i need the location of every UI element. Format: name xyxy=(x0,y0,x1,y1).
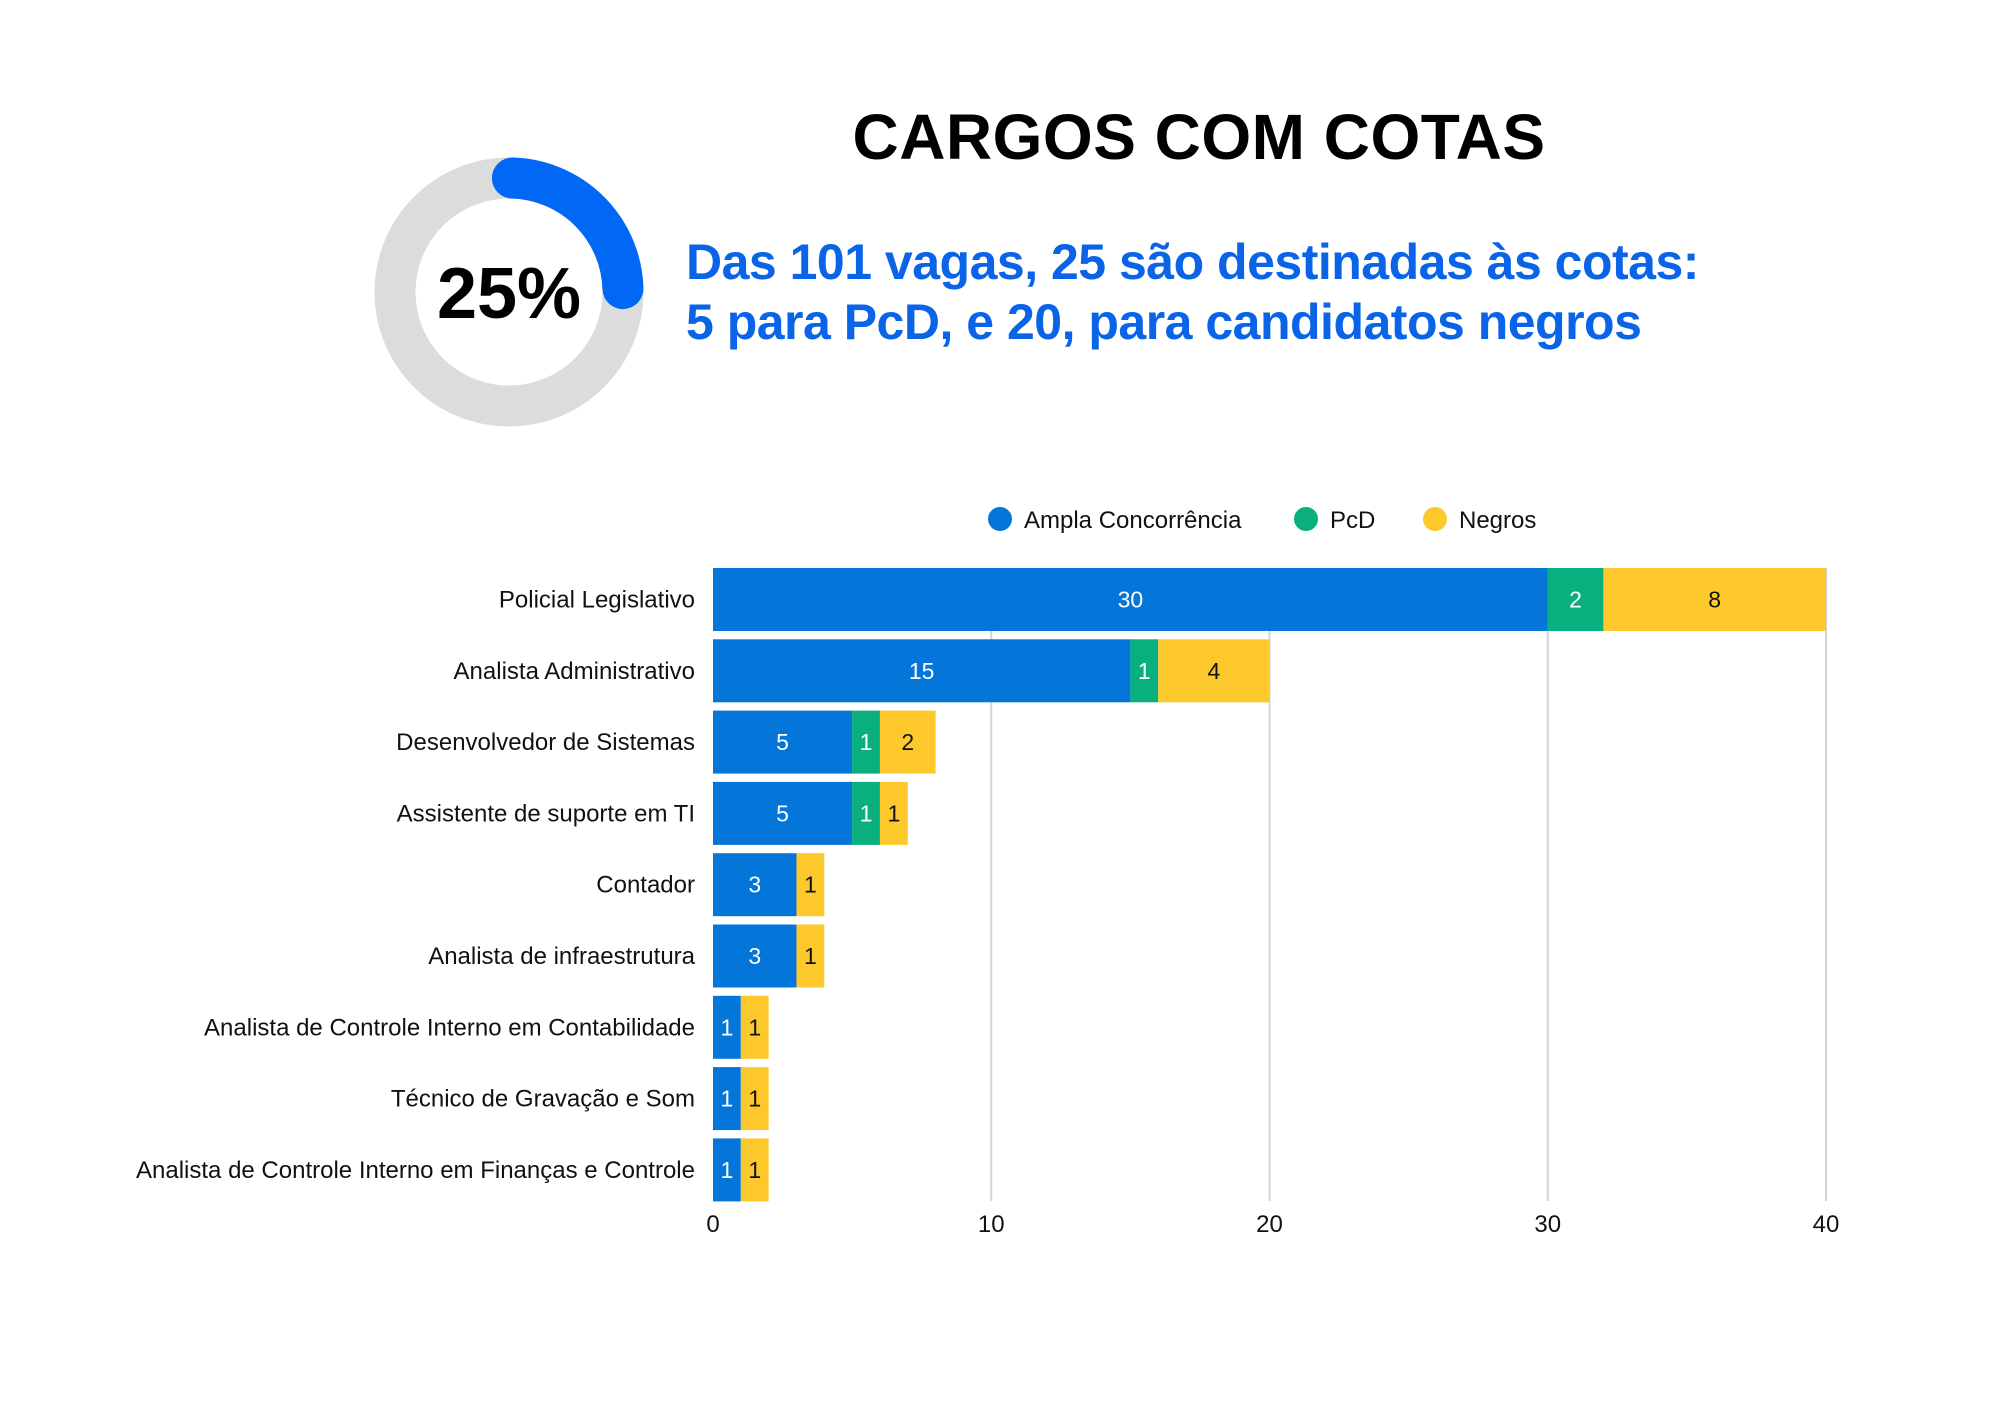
legend-marker-2 xyxy=(1423,507,1447,531)
legend-marker-0 xyxy=(988,507,1012,531)
data-label: 1 xyxy=(748,1157,761,1183)
bar-segment xyxy=(713,710,853,774)
data-label: 8 xyxy=(1708,587,1721,613)
category-label: Contador xyxy=(596,872,695,899)
x-tick-label: 20 xyxy=(1256,1211,1283,1238)
data-label: 2 xyxy=(1569,587,1582,613)
subtitle-line-1: Das 101 vagas, 25 são destinadas às cota… xyxy=(686,234,1699,290)
data-label: 3 xyxy=(748,943,761,969)
bar-segment xyxy=(1547,568,1604,631)
data-label: 1 xyxy=(721,1157,734,1183)
bar-segment xyxy=(879,710,936,774)
bar-segment xyxy=(740,1067,769,1131)
data-label: 1 xyxy=(721,1086,734,1112)
data-label: 1 xyxy=(887,800,900,826)
data-label: 1 xyxy=(804,943,817,969)
page-title: CARGOS COM COTAS xyxy=(852,101,1546,173)
bar-segment xyxy=(796,924,825,988)
bar-segment xyxy=(740,1138,769,1202)
data-label: 3 xyxy=(748,872,761,898)
category-label: Desenvolvedor de Sistemas xyxy=(396,729,695,756)
data-label: 1 xyxy=(860,800,873,826)
bar-segment xyxy=(713,995,741,1059)
category-label: Analista de infraestrutura xyxy=(428,943,695,970)
data-label: 1 xyxy=(1138,658,1151,684)
data-label: 4 xyxy=(1207,658,1220,684)
data-label: 1 xyxy=(804,872,817,898)
x-tick-label: 30 xyxy=(1534,1211,1561,1238)
donut-percent-label: 25% xyxy=(437,254,581,334)
data-label: 1 xyxy=(721,1014,734,1040)
bar-segment xyxy=(1130,639,1159,703)
bar-segment xyxy=(740,995,769,1059)
x-tick-label: 0 xyxy=(706,1211,719,1238)
data-label: 1 xyxy=(748,1014,761,1040)
bar-segment xyxy=(713,568,1548,631)
data-label: 5 xyxy=(776,800,789,826)
category-label: Analista de Controle Interno em Contabil… xyxy=(204,1014,695,1041)
category-label: Técnico de Gravação e Som xyxy=(391,1086,695,1113)
bar-segment xyxy=(796,853,825,917)
category-label: Analista de Controle Interno em Finanças… xyxy=(136,1157,695,1184)
bar-segment xyxy=(1158,639,1270,703)
data-label: 15 xyxy=(909,658,935,684)
bar-segment xyxy=(713,781,853,845)
legend-label: Ampla Concorrência xyxy=(1024,507,1242,534)
data-label: 5 xyxy=(776,729,789,755)
bar-segment xyxy=(713,1138,741,1202)
bar-segment xyxy=(713,1067,741,1131)
donut-arc xyxy=(491,157,644,310)
data-label: 1 xyxy=(860,729,873,755)
legend-label: PcD xyxy=(1330,507,1375,534)
x-tick-label: 10 xyxy=(978,1211,1005,1238)
legend-marker-1 xyxy=(1294,507,1318,531)
bar-segment xyxy=(879,781,908,845)
legend-label: Negros xyxy=(1459,507,1536,534)
subtitle-line-2: 5 para PcD, e 20, para candidatos negros xyxy=(686,294,1642,350)
data-label: 1 xyxy=(748,1086,761,1112)
bar-segment xyxy=(852,710,880,774)
data-label: 30 xyxy=(1118,587,1144,613)
bar-segment xyxy=(713,924,797,988)
x-tick-label: 40 xyxy=(1813,1211,1840,1238)
subtitle: Das 101 vagas, 25 são destinadas às cota… xyxy=(686,232,1699,352)
bar-segment xyxy=(852,781,880,845)
data-label: 2 xyxy=(901,729,914,755)
category-label: Policial Legislativo xyxy=(499,587,695,614)
bar-segment xyxy=(713,853,797,917)
bar-segment xyxy=(713,639,1131,703)
category-label: Analista Administrativo xyxy=(454,658,695,685)
category-label: Assistente de suporte em TI xyxy=(397,800,695,827)
bar-segment xyxy=(1603,568,1826,631)
